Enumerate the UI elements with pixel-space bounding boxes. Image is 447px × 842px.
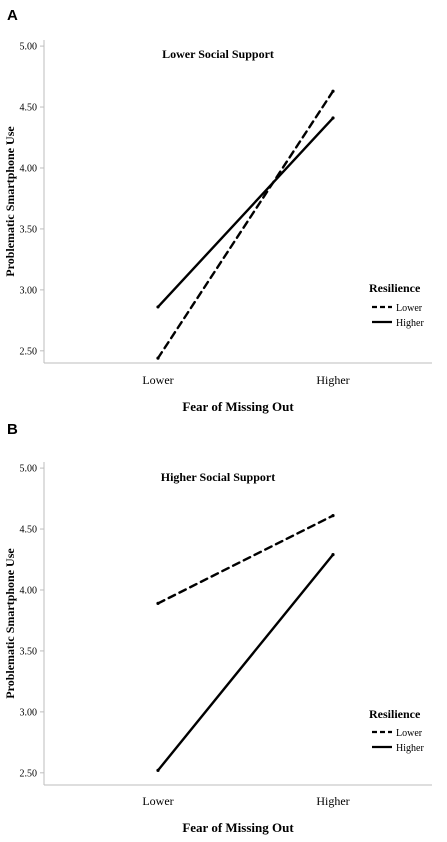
x-tick-label: Higher — [316, 794, 349, 808]
chart-title: Lower Social Support — [162, 47, 274, 61]
y-axis-title: Problematic Smartphone Use — [3, 548, 17, 699]
legend-title: Resilience — [369, 707, 421, 721]
chart-panel-b: B 2.50 3.00 3.50 4.00 4.50 5.00 Lower Higher Fear… — [3, 421, 432, 835]
data-point-lower — [331, 514, 335, 518]
chart-panel-a: A 2.50 3.00 3.50 4.00 4.50 5.00 Lower Higher Fear… — [3, 7, 432, 414]
y-tick-label: 2.50 — [20, 768, 38, 779]
x-axis-title: Fear of Missing Out — [182, 820, 294, 835]
x-tick-label: Higher — [316, 373, 349, 387]
y-tick-label: 2.50 — [20, 346, 38, 357]
y-tick-label: 3.50 — [20, 646, 38, 657]
y-tick-label: 5.00 — [20, 464, 38, 475]
legend-title: Resilience — [369, 281, 421, 295]
y-axis-title: Problematic Smartphone Use — [3, 126, 17, 277]
y-tick-label: 3.50 — [20, 224, 38, 235]
y-tick-label: 4.50 — [20, 525, 38, 536]
data-point-higher — [156, 768, 160, 772]
data-point-lower — [156, 356, 160, 360]
y-tick-label: 3.00 — [20, 285, 38, 296]
series-line-lower — [156, 89, 335, 360]
series-line-higher — [156, 553, 335, 772]
legend-label: Lower — [396, 728, 423, 739]
y-tick-label: 4.00 — [20, 585, 38, 596]
legend-label: Higher — [396, 743, 424, 754]
y-tick-label: 3.00 — [20, 707, 38, 718]
data-point-lower — [331, 89, 335, 93]
series-line-lower — [156, 514, 335, 605]
data-point-higher — [156, 305, 160, 309]
legend-label: Lower — [396, 303, 423, 314]
panel-letter: A — [7, 7, 18, 24]
x-tick-label: Lower — [142, 373, 173, 387]
series-line-higher — [156, 116, 335, 309]
y-tick-label: 4.00 — [20, 163, 38, 174]
data-point-higher — [331, 116, 335, 120]
data-point-higher — [331, 553, 335, 557]
x-axis-title: Fear of Missing Out — [182, 399, 294, 414]
x-tick-label: Lower — [142, 794, 173, 808]
y-tick-label: 5.00 — [20, 42, 38, 53]
panel-letter: B — [7, 421, 18, 438]
data-point-lower — [156, 601, 160, 605]
y-tick-label: 4.50 — [20, 103, 38, 114]
chart-title: Higher Social Support — [161, 470, 275, 484]
legend-label: Higher — [396, 318, 424, 329]
